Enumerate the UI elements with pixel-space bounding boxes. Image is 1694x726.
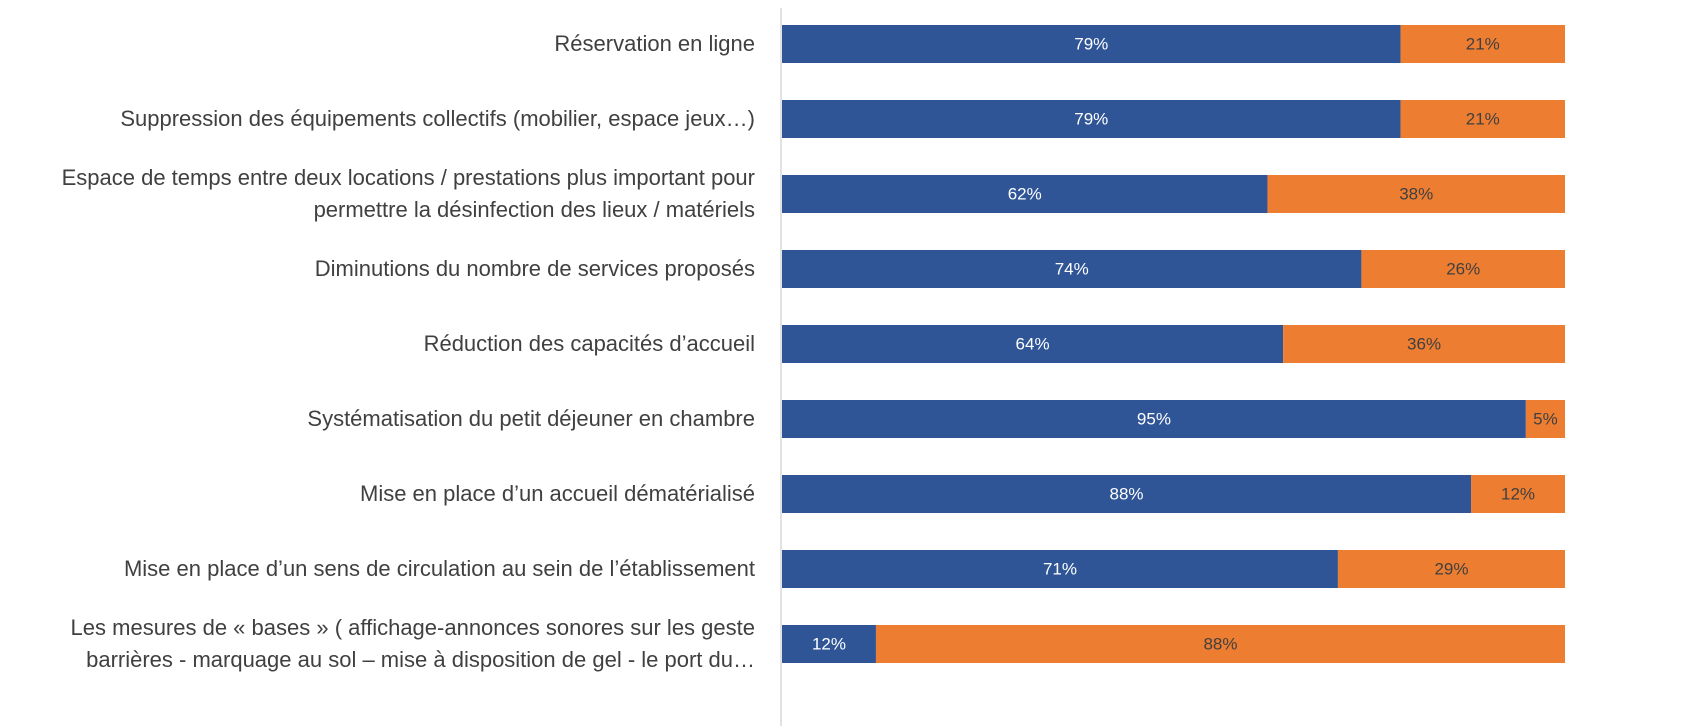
category-label: Diminutions du nombre de services propos… (314, 256, 755, 281)
category-label: Les mesures de « bases » ( affichage-ann… (70, 615, 755, 672)
category-label: Réduction des capacités d’accueil (423, 331, 755, 356)
data-label: 88% (1203, 634, 1237, 653)
data-label: 79% (1074, 34, 1108, 53)
bar-segment (782, 25, 1401, 63)
bar-segment (782, 175, 1268, 213)
bar-segment (875, 625, 1565, 663)
category-label: Systématisation du petit déjeuner en cha… (307, 406, 755, 431)
data-label: 71% (1043, 559, 1077, 578)
category-label: Espace de temps entre deux locations / p… (61, 165, 755, 222)
bar-segment (1400, 100, 1565, 138)
category-label: Réservation en ligne (554, 31, 755, 56)
bar-segment (1400, 25, 1565, 63)
category-label: Mise en place d’un accueil dématérialisé (360, 481, 755, 506)
category-label: Mise en place d’un sens de circulation a… (123, 556, 755, 581)
bar-segment (782, 550, 1338, 588)
data-label: 95% (1137, 409, 1171, 428)
bar-segment (782, 325, 1284, 363)
bar-segment (1267, 175, 1565, 213)
bar-segment (782, 475, 1472, 513)
data-label: 26% (1446, 259, 1480, 278)
data-label: 21% (1466, 109, 1500, 128)
bar-segment (1283, 325, 1565, 363)
bar-segment (782, 400, 1526, 438)
bar-segment (782, 250, 1362, 288)
bar-segment (1361, 250, 1565, 288)
bar-segment (1471, 475, 1565, 513)
category-label: Suppression des équipements collectifs (… (120, 106, 755, 131)
data-label: 64% (1016, 334, 1050, 353)
data-label: 38% (1399, 184, 1433, 203)
bar-segment (1337, 550, 1565, 588)
data-label: 62% (1008, 184, 1042, 203)
bar-segment (782, 100, 1401, 138)
data-label: 36% (1407, 334, 1441, 353)
bar-segment (1525, 400, 1565, 438)
data-label: 5% (1533, 409, 1558, 428)
data-label: 74% (1055, 259, 1089, 278)
data-label: 79% (1074, 109, 1108, 128)
data-label: 88% (1110, 484, 1144, 503)
bar-segment (782, 625, 876, 663)
data-label: 21% (1466, 34, 1500, 53)
data-label: 12% (1501, 484, 1535, 503)
data-label: 29% (1434, 559, 1468, 578)
data-label: 12% (812, 634, 846, 653)
